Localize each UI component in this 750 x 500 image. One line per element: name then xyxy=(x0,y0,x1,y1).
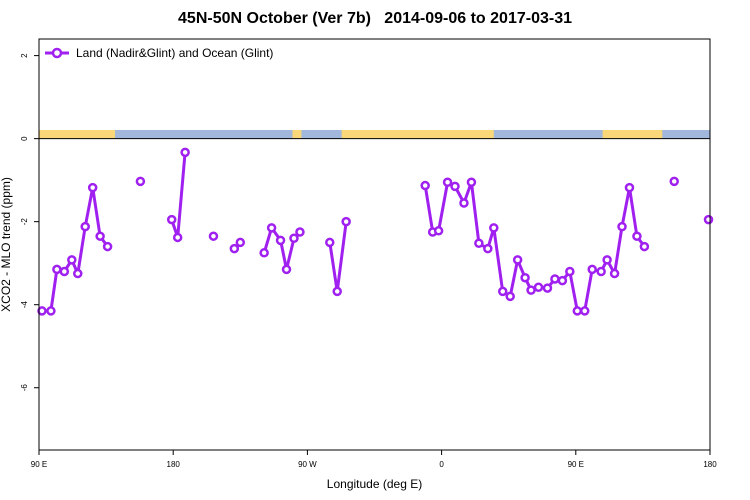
series-line xyxy=(328,221,348,293)
series-line xyxy=(170,152,187,239)
data-point xyxy=(135,176,146,187)
data-point xyxy=(73,268,83,279)
y-tick-label: -2 xyxy=(20,218,29,226)
data-point xyxy=(289,233,299,244)
data-point xyxy=(172,232,183,243)
data-point xyxy=(474,238,484,249)
x-tick-label: 180 xyxy=(703,460,717,469)
x-axis: 90 E 180 90 W 0 90 E 180 xyxy=(31,450,717,469)
data-point xyxy=(609,268,620,279)
surface-bar-ocean xyxy=(662,130,710,139)
data-point xyxy=(266,223,277,233)
plot-frame xyxy=(38,38,711,451)
x-tick-label: 0 xyxy=(439,460,444,469)
data-point xyxy=(87,182,98,193)
data-point xyxy=(459,198,469,208)
data-point xyxy=(52,264,62,275)
surface-bar-ocean xyxy=(115,130,293,139)
series-line xyxy=(42,186,109,313)
data-point xyxy=(483,243,493,254)
y-tick-label: -6 xyxy=(20,384,29,392)
data-point xyxy=(95,231,105,241)
data-point xyxy=(102,241,113,252)
data-point xyxy=(281,264,292,275)
data-point xyxy=(259,248,269,258)
data-point xyxy=(295,227,305,237)
data-point xyxy=(466,177,477,187)
data-point xyxy=(505,291,515,302)
x-tick-label: 90 E xyxy=(568,460,584,469)
x-axis-label: Longitude (deg E) xyxy=(327,477,422,491)
data-point xyxy=(512,255,523,265)
data-point xyxy=(617,221,627,232)
series-layer xyxy=(37,147,714,316)
data-point xyxy=(497,286,508,297)
data-point xyxy=(450,181,460,192)
data-point xyxy=(341,216,351,227)
data-point xyxy=(587,264,597,275)
data-point xyxy=(533,282,544,293)
data-point xyxy=(703,214,714,225)
surface-bar-ocean xyxy=(493,130,603,139)
surface-bar-land xyxy=(39,130,710,139)
y-axis: 2 0 -2 -4 -6 xyxy=(20,53,39,391)
x-tick-label: 180 xyxy=(167,460,181,469)
data-point xyxy=(565,266,575,277)
data-point xyxy=(46,306,56,316)
data-point xyxy=(208,231,219,241)
x-tick-label: 90 E xyxy=(31,460,47,469)
land-ocean-surface-bar xyxy=(39,130,710,139)
data-point xyxy=(624,182,635,193)
x-tick-label: 90 W xyxy=(298,460,317,469)
data-point xyxy=(596,266,606,277)
data-point xyxy=(180,147,190,158)
y-tick-label: 0 xyxy=(20,136,29,141)
data-point xyxy=(489,223,499,233)
data-point xyxy=(420,180,430,191)
data-point xyxy=(166,214,177,225)
data-point xyxy=(37,306,47,316)
data-point xyxy=(526,285,536,295)
data-point xyxy=(639,241,650,252)
data-point xyxy=(557,275,568,286)
y-tick-label: 2 xyxy=(20,53,29,58)
data-point xyxy=(669,176,679,187)
data-point xyxy=(275,235,286,246)
y-axis-label: XCO2 - MLO trend (ppm) xyxy=(0,177,13,312)
data-point xyxy=(579,306,590,316)
data-point xyxy=(442,177,453,187)
data-point xyxy=(67,255,77,265)
data-point xyxy=(602,255,612,265)
legend-label: Land (Nadir&Glint) and Ocean (Glint) xyxy=(76,46,273,60)
chart-title: 45N-50N October (Ver 7b) 2014-09-06 to 2… xyxy=(178,10,572,27)
data-point xyxy=(80,221,90,232)
legend: Land (Nadir&Glint) and Ocean (Glint) xyxy=(45,46,273,60)
data-point xyxy=(59,266,70,277)
y-tick-label: -4 xyxy=(20,301,29,309)
data-point xyxy=(433,226,444,236)
surface-bar-ocean xyxy=(301,130,342,139)
data-point xyxy=(229,243,240,254)
data-point xyxy=(542,283,553,293)
data-point xyxy=(325,237,335,248)
data-point xyxy=(235,237,246,248)
data-point xyxy=(520,272,530,283)
data-point xyxy=(572,306,583,316)
legend-marker-swatch xyxy=(51,47,63,59)
data-point xyxy=(550,274,560,284)
data-point xyxy=(632,231,642,241)
data-point xyxy=(332,286,342,297)
